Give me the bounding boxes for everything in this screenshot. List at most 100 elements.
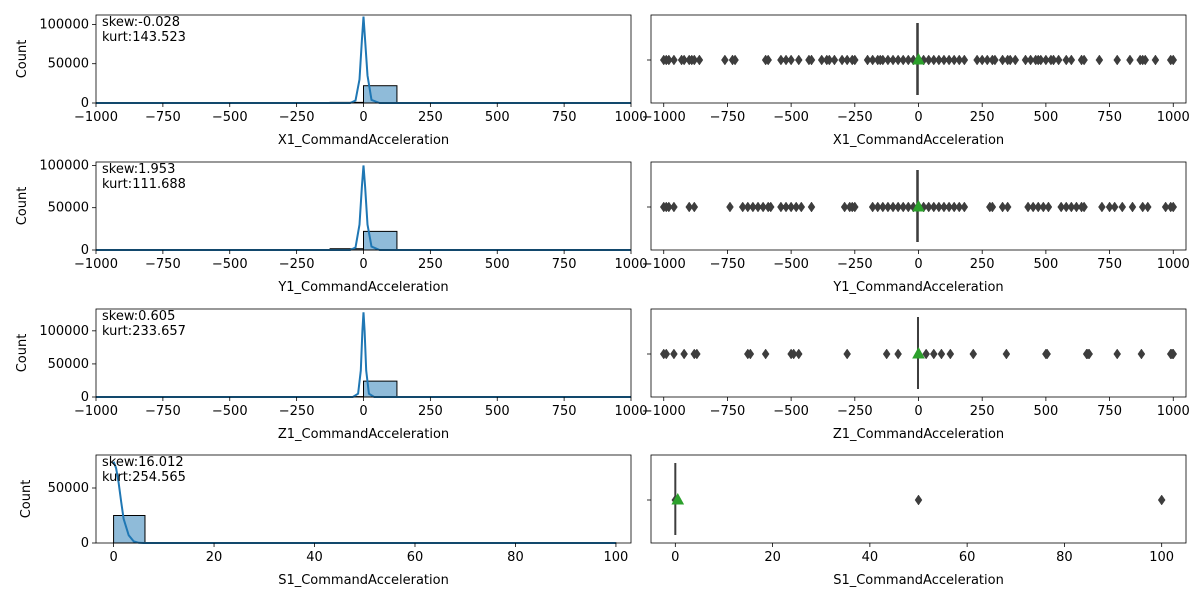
outlier-point xyxy=(1169,201,1178,213)
outlier-point xyxy=(670,201,678,213)
outlier-point xyxy=(1049,54,1058,66)
subplot-8: 0 20 40 60 80 100 S1_CommandAcceleration xyxy=(647,454,1187,588)
outlier-point xyxy=(817,54,826,66)
outlier-point xyxy=(1126,54,1134,66)
outlier-point xyxy=(744,201,752,213)
outlier-point xyxy=(1072,201,1081,213)
x-tick-label: −500 xyxy=(212,110,248,125)
stat-annotation: kurt:233.657 xyxy=(102,324,186,339)
outlier-point xyxy=(731,54,739,66)
outlier-point xyxy=(1118,201,1127,213)
outlier-point xyxy=(904,201,913,213)
y-tick-label: 0 xyxy=(81,96,89,111)
outlier-point xyxy=(746,348,755,360)
histogram-bar xyxy=(113,515,146,544)
outlier-point xyxy=(1098,201,1106,213)
x-tick-label: 500 xyxy=(485,257,510,272)
stat-annotation: skew:1.953 xyxy=(102,162,175,177)
x-tick-label: −500 xyxy=(773,110,809,125)
outlier-point xyxy=(764,54,772,66)
outlier-point xyxy=(988,201,997,213)
outlier-point xyxy=(1143,201,1152,213)
subplot-6: −1000 −750 −500 −250 0 250 500 750 1000 Z1_Comman… xyxy=(642,308,1190,442)
outlier-point xyxy=(899,201,908,213)
outlier-point xyxy=(1085,348,1093,360)
outlier-point xyxy=(945,54,953,66)
outlier-point xyxy=(882,348,891,360)
outlier-point xyxy=(695,54,704,66)
outlier-point xyxy=(670,54,678,66)
outlier-point xyxy=(922,348,930,360)
outlier-point xyxy=(1062,201,1071,213)
axes-frame xyxy=(95,454,632,544)
outlier-point xyxy=(690,201,699,213)
outlier-point xyxy=(1011,54,1020,66)
x-tick-label: 60 xyxy=(959,550,976,565)
kde-line xyxy=(96,312,631,398)
x-tick-label: 1000 xyxy=(614,110,647,125)
x-tick-label: 1000 xyxy=(1157,110,1190,125)
x-tick-label: −250 xyxy=(837,404,873,419)
outlier-point xyxy=(851,201,859,213)
outlier-point xyxy=(1067,201,1076,213)
x-tick-label: −1000 xyxy=(642,404,686,419)
x-tick-label: −1000 xyxy=(642,257,686,272)
kde-line xyxy=(96,16,631,104)
x-tick-label: 40 xyxy=(306,550,323,565)
y-axis-label: Count xyxy=(15,334,30,373)
outlier-point xyxy=(840,201,849,213)
outlier-point xyxy=(685,201,694,213)
x-tick-label: 500 xyxy=(1033,110,1058,125)
x-tick-label: −1000 xyxy=(74,257,118,272)
x-tick-label: −750 xyxy=(145,110,181,125)
x-tick-label: −750 xyxy=(145,257,181,272)
outlier-point xyxy=(690,54,699,66)
outlier-point xyxy=(879,54,887,66)
outlier-point xyxy=(797,201,806,213)
axes-frame xyxy=(650,454,1187,544)
histogram-bar xyxy=(363,85,398,104)
x-tick-label: −750 xyxy=(710,404,746,419)
mean-marker xyxy=(912,346,925,359)
x-tick-label: 0 xyxy=(914,404,922,419)
outlier-point xyxy=(889,201,897,213)
outlier-point xyxy=(1062,54,1071,66)
outlier-point xyxy=(960,54,969,66)
outlier-point xyxy=(946,348,955,360)
y-tick-label: 50000 xyxy=(48,481,89,496)
x-tick-label: 0 xyxy=(671,550,679,565)
outlier-point xyxy=(680,54,688,66)
subplot-2: −1000 −750 −500 −250 0 250 500 750 1000 X1_Comman… xyxy=(642,14,1190,148)
x-axis-label: X1_CommandAcceleration xyxy=(833,133,1004,148)
outlier-point xyxy=(924,54,933,66)
mean-marker xyxy=(671,492,685,505)
outlier-point xyxy=(1002,348,1011,360)
outlier-point xyxy=(1105,201,1114,213)
outlier-point xyxy=(955,54,964,66)
x-tick-label: −750 xyxy=(710,257,746,272)
x-tick-label: 1000 xyxy=(1157,257,1190,272)
outlier-point xyxy=(1054,54,1063,66)
x-tick-label: −250 xyxy=(837,110,873,125)
outlier-point xyxy=(1029,201,1037,213)
y-tick-label: 50000 xyxy=(48,357,89,372)
x-tick-label: 1000 xyxy=(1157,404,1190,419)
outlier-point xyxy=(1057,201,1065,213)
kde-line xyxy=(96,165,631,251)
outlier-point xyxy=(914,494,923,506)
x-tick-label: 250 xyxy=(970,257,995,272)
outlier-point xyxy=(973,54,981,66)
x-tick-label: 100 xyxy=(1149,550,1174,565)
outlier-point xyxy=(662,348,671,360)
stat-annotation: skew:16.012 xyxy=(102,455,184,470)
outlier-point xyxy=(792,201,801,213)
outlier-point xyxy=(782,54,790,66)
outlier-point xyxy=(1113,54,1122,66)
outlier-point xyxy=(754,201,762,213)
outlier-point xyxy=(721,54,729,66)
x-tick-label: 500 xyxy=(485,404,510,419)
outlier-point xyxy=(680,348,688,360)
outlier-point xyxy=(777,54,785,66)
outlier-point xyxy=(1151,54,1160,66)
